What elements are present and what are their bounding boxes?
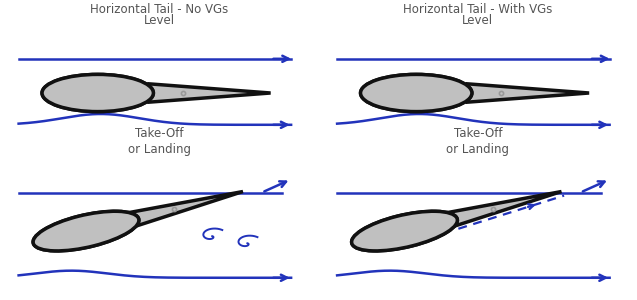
Text: Horizontal Tail - No VGs: Horizontal Tail - No VGs (90, 3, 229, 16)
Polygon shape (450, 191, 561, 226)
Ellipse shape (352, 211, 457, 251)
Title: Level: Level (144, 14, 175, 27)
Ellipse shape (361, 74, 472, 112)
Title: Take-Off
or Landing: Take-Off or Landing (128, 127, 190, 156)
Title: Level: Level (462, 14, 493, 27)
Polygon shape (468, 84, 589, 102)
Ellipse shape (352, 211, 457, 251)
Polygon shape (131, 191, 243, 226)
Text: Horizontal Tail - With VGs: Horizontal Tail - With VGs (403, 3, 552, 16)
Ellipse shape (42, 74, 154, 112)
Ellipse shape (361, 74, 472, 112)
Polygon shape (149, 84, 271, 102)
Ellipse shape (33, 211, 139, 251)
Ellipse shape (33, 211, 139, 251)
Ellipse shape (42, 74, 154, 112)
Title: Take-Off
or Landing: Take-Off or Landing (447, 127, 509, 156)
